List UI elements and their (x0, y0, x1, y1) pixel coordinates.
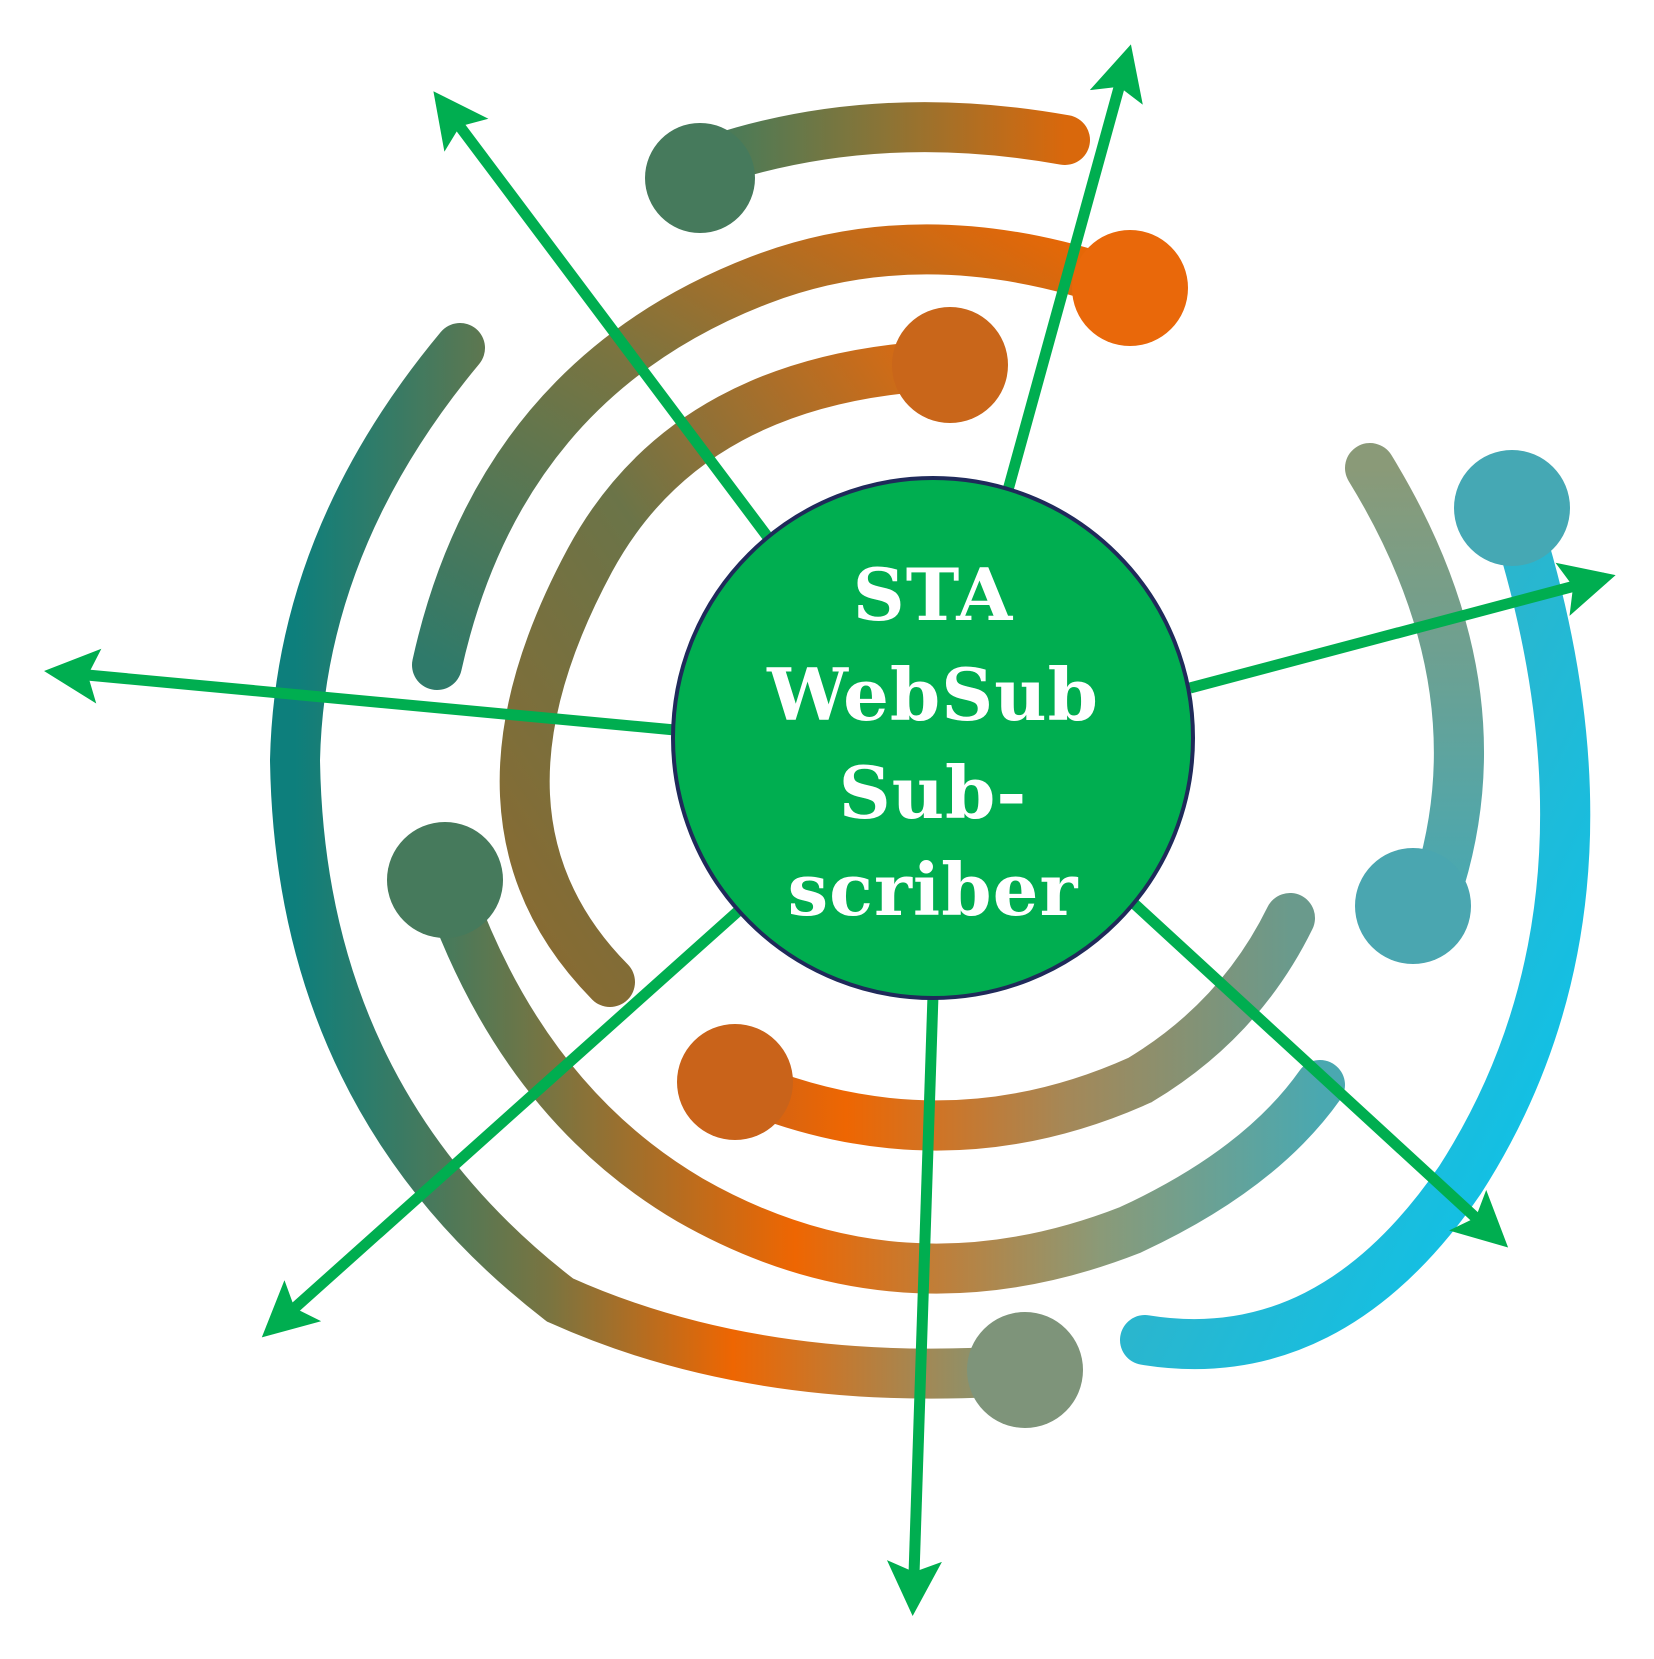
arrow-left (44, 648, 676, 736)
lower-middle-arc-node (387, 822, 503, 938)
outer-left-arc-node (967, 1312, 1083, 1428)
hub-label-line-2: WebSub (766, 652, 1099, 737)
lower-inner-arc-node (677, 1024, 793, 1140)
arrow-right (1188, 562, 1616, 694)
radiating-arrow-icon (44, 44, 1616, 1616)
third-arc-node (892, 307, 1008, 423)
top-arc-node (645, 123, 755, 233)
right-outer-arc (1120, 483, 1591, 1370)
right-inner-arc-node (1355, 848, 1471, 964)
hub-circle (671, 476, 1195, 1000)
third-arc (499, 340, 975, 1007)
arrow-up-right (1002, 44, 1143, 492)
right-inner-arc (1345, 443, 1484, 905)
hub-label-line-3: Sub- (839, 750, 1028, 835)
lower-inner-arc (710, 893, 1315, 1151)
hub: STA WebSub Sub- scriber (671, 476, 1195, 1000)
arrow-up-left (433, 91, 775, 544)
arrow-down-left (261, 900, 749, 1338)
top-arc (675, 102, 1090, 190)
second-arc (412, 224, 1155, 690)
lower-middle-arc (420, 855, 1345, 1294)
hub-label-line-1: STA (853, 552, 1014, 637)
arrow-down (886, 994, 942, 1616)
right-outer-arc-node (1454, 450, 1570, 566)
second-arc-node (1072, 230, 1188, 346)
hub-label-line-4: scriber (788, 847, 1079, 932)
arrow-down-right (1124, 893, 1509, 1248)
outer-left-arc (269, 323, 1050, 1399)
circuit-arcs-icon (269, 102, 1591, 1428)
